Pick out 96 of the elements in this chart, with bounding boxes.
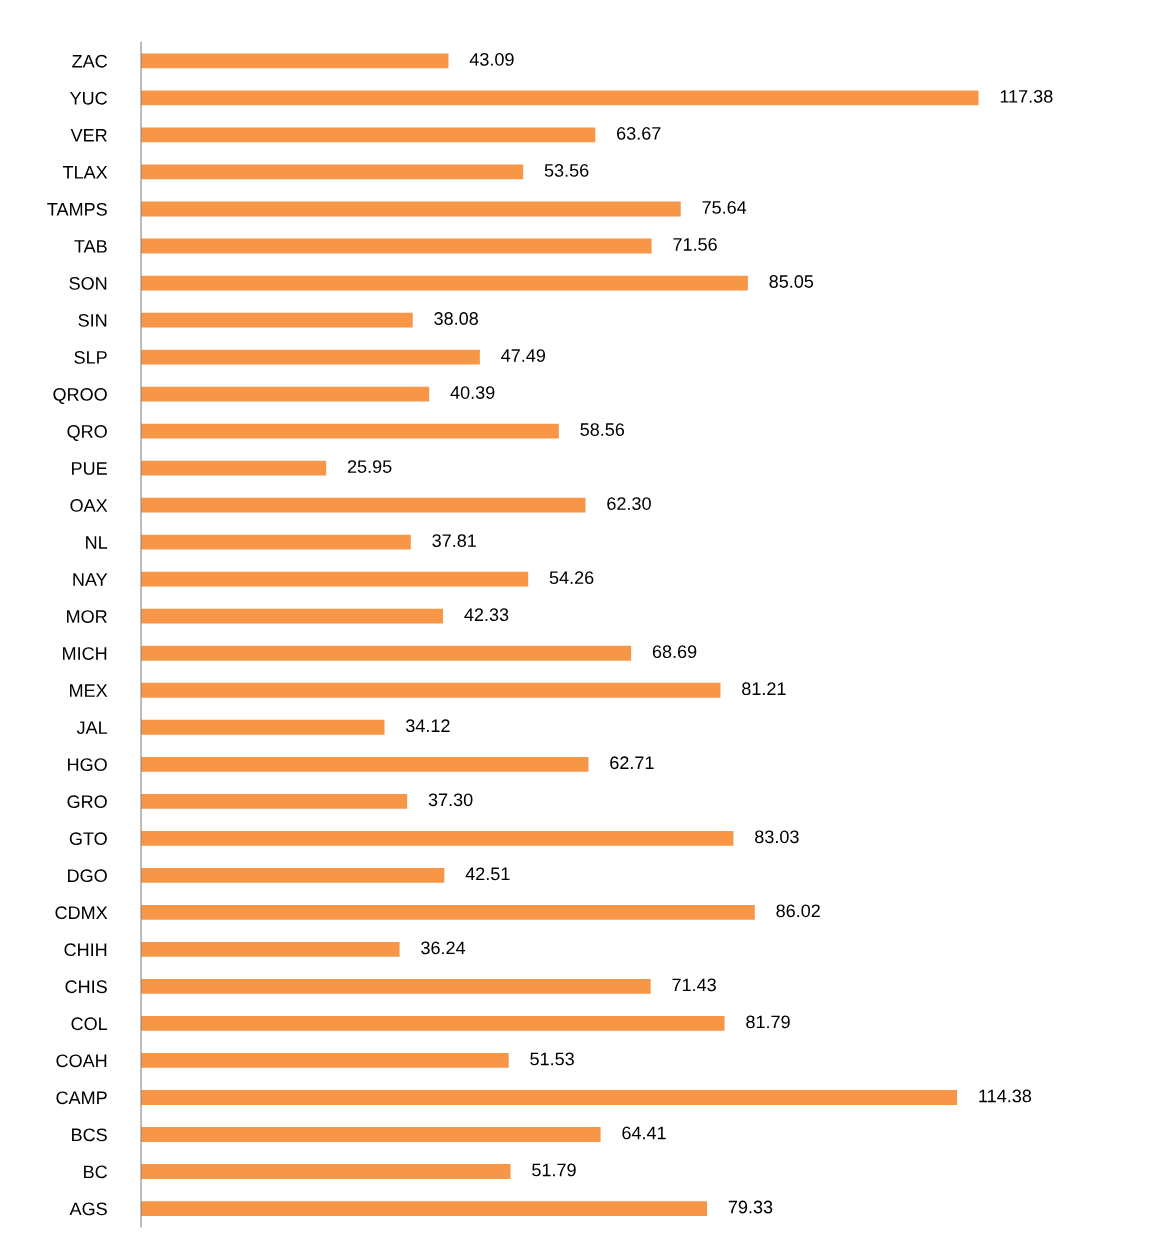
bar — [141, 238, 652, 254]
y-tick-label: SIN — [78, 313, 107, 327]
data-label: 38.08 — [434, 312, 478, 325]
data-label: 37.30 — [428, 793, 473, 807]
bar — [141, 719, 385, 735]
data-label: 83.03 — [755, 830, 799, 844]
bar — [141, 904, 755, 920]
bar — [141, 1053, 509, 1068]
bar — [141, 497, 586, 513]
y-tick-label: SLP — [74, 351, 107, 364]
y-tick-label: YUC — [69, 91, 108, 105]
bar — [141, 608, 444, 624]
data-label: 37.81 — [432, 534, 476, 548]
data-label: 47.49 — [501, 349, 546, 362]
bar — [141, 275, 748, 291]
data-label: 86.02 — [776, 904, 820, 918]
bar — [141, 979, 651, 994]
data-label: 63.67 — [617, 127, 661, 140]
data-label: 40.39 — [450, 386, 495, 399]
bar — [141, 423, 559, 439]
bar — [141, 534, 411, 550]
bar — [141, 1016, 725, 1031]
bar — [141, 386, 430, 402]
y-tick-label: AGS — [69, 1202, 107, 1216]
data-label: 114.38 — [979, 1089, 1032, 1103]
data-label: 75.64 — [702, 201, 747, 214]
data-label: 71.56 — [673, 238, 717, 251]
y-tick-label: TAMPS — [47, 202, 107, 216]
bar — [141, 127, 596, 143]
y-tick-label: BCS — [72, 1128, 107, 1142]
y-tick-label: VER — [70, 129, 107, 142]
bar — [141, 1201, 708, 1216]
data-label: 42.33 — [464, 608, 509, 622]
bar — [141, 1164, 511, 1179]
bar — [141, 941, 400, 957]
data-label: 25.95 — [347, 460, 392, 473]
data-label: 62.30 — [607, 497, 651, 510]
y-tick-label: MEX — [70, 684, 108, 697]
y-tick-label: QRO — [67, 425, 107, 442]
data-label: 36.24 — [421, 941, 466, 955]
y-tick-label: CHIS — [65, 980, 107, 994]
y-tick-label: TLAX — [62, 166, 108, 179]
data-label: 71.43 — [672, 978, 716, 992]
y-tick-label: SON — [69, 276, 107, 290]
data-label: 58.56 — [580, 423, 625, 436]
y-tick-label: GTO — [69, 832, 107, 846]
bar — [141, 164, 524, 180]
data-label: 62.71 — [610, 756, 654, 770]
y-tick-label: ZAC — [72, 54, 108, 68]
y-tick-label: HGO — [68, 758, 107, 772]
data-label: 51.79 — [532, 1163, 576, 1177]
y-tick-label: CAMP — [56, 1091, 107, 1105]
data-label: 53.56 — [544, 164, 589, 177]
y-tick-label: JAL — [76, 721, 108, 734]
data-label: 68.69 — [652, 645, 697, 659]
data-label: 81.21 — [742, 682, 786, 696]
y-tick-label: COAH — [56, 1054, 107, 1068]
bar — [141, 645, 632, 661]
data-label: 64.41 — [622, 1126, 666, 1140]
data-label: 42.51 — [465, 867, 510, 881]
bar — [141, 90, 979, 106]
data-label: 81.79 — [746, 1015, 790, 1029]
y-tick-label: OAX — [70, 499, 108, 512]
y-tick-label: DGO — [68, 869, 107, 883]
bar — [141, 312, 413, 328]
bar — [141, 571, 529, 587]
bar — [141, 349, 480, 365]
bar — [141, 830, 734, 846]
data-label: 117.38 — [1000, 89, 1053, 103]
y-tick-label: NL — [86, 536, 108, 549]
bar — [141, 460, 327, 476]
y-tick-label: PUE — [72, 462, 107, 475]
y-tick-label: MICH — [63, 647, 107, 660]
bar — [141, 867, 445, 883]
y-tick-label: CHIH — [64, 943, 107, 957]
y-tick-label: NAY — [73, 573, 108, 586]
y-tick-label: QROO — [53, 388, 107, 405]
bar — [141, 756, 589, 772]
data-label: 79.33 — [728, 1200, 773, 1214]
bar — [141, 53, 449, 69]
data-label: 43.09 — [469, 52, 514, 66]
bar — [141, 1127, 601, 1142]
y-tick-label: MOR — [67, 610, 107, 623]
bar — [141, 201, 681, 217]
bar — [141, 682, 721, 698]
y-tick-label: COL — [71, 1017, 108, 1031]
y-tick-label: CDMX — [55, 906, 108, 920]
data-label: 54.26 — [549, 571, 594, 585]
y-tick-label: TAB — [74, 240, 107, 253]
data-label: 85.05 — [769, 275, 814, 288]
bar — [141, 793, 408, 809]
bar — [141, 1090, 958, 1105]
data-label: 34.12 — [406, 719, 450, 733]
y-tick-label: GRO — [67, 795, 107, 809]
y-tick-label: BC — [84, 1165, 108, 1179]
data-label: 51.53 — [530, 1052, 574, 1066]
